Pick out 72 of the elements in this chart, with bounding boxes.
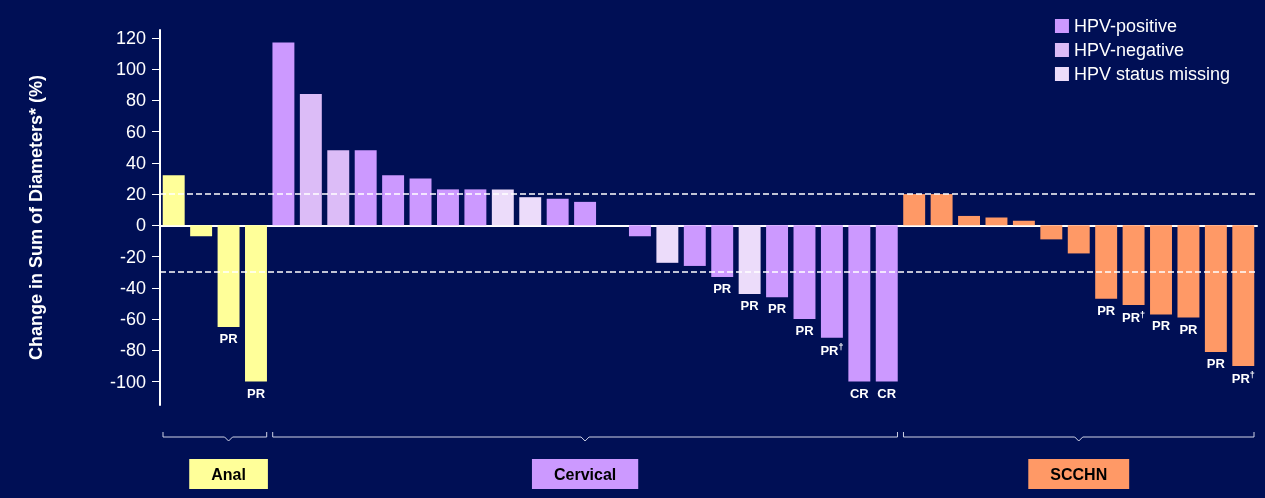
y-tick-label: 40 [125, 152, 146, 173]
bar [683, 225, 706, 266]
bar [409, 178, 432, 226]
data-label: PR [795, 323, 815, 339]
y-tick-label: -40 [119, 277, 146, 298]
y-tick-label: -60 [119, 309, 146, 330]
bar [958, 215, 981, 226]
bar [711, 225, 734, 277]
y-tick-label: 80 [125, 90, 146, 111]
bar [299, 94, 322, 226]
y-tick-label: -100 [109, 371, 146, 392]
data-label: PR [1097, 302, 1116, 318]
data-label: PR† [820, 342, 844, 358]
bar [382, 175, 405, 226]
y-tick-label: -80 [119, 340, 146, 361]
data-label: PR [246, 385, 266, 401]
bar [519, 197, 542, 226]
bar [1204, 225, 1227, 352]
y-tick-label: 120 [115, 27, 146, 48]
bar [574, 201, 597, 226]
y-tick-label: 100 [115, 59, 146, 80]
y-tick-label: 60 [125, 121, 146, 142]
bar [190, 225, 213, 237]
x-tick-label: Cervical [553, 465, 617, 483]
bar [436, 189, 459, 226]
bar [1095, 225, 1118, 299]
bar [464, 189, 487, 226]
bar [1150, 225, 1172, 315]
bar [327, 150, 350, 226]
bar [1067, 225, 1090, 254]
data-label: PR [1151, 318, 1171, 334]
x-tick-label: Anal [211, 465, 246, 483]
y-tick-label: 20 [125, 184, 146, 205]
bar [656, 225, 679, 263]
data-label: PR [1206, 355, 1226, 371]
data-label: CR [849, 385, 870, 401]
bar [1177, 225, 1200, 318]
bar [903, 194, 926, 226]
data-label: PR [768, 301, 787, 317]
bar [738, 225, 761, 295]
bar [546, 198, 569, 226]
bar [985, 217, 1008, 226]
bar [820, 225, 843, 338]
bar [217, 225, 240, 327]
data-label: PR† [1122, 309, 1146, 325]
y-tick-label: -20 [119, 246, 146, 267]
bar [930, 194, 953, 226]
bar [272, 42, 295, 226]
bar [1232, 225, 1255, 366]
data-label: PR [713, 280, 732, 296]
data-label: PR [219, 330, 239, 346]
bar [848, 225, 871, 382]
bar [354, 150, 377, 226]
bar [628, 225, 651, 237]
y-axis-title: Change in Sum of Diameters* (%) [26, 74, 46, 361]
legend-label: HPV-negative [1073, 40, 1185, 60]
y-tick-label: 0 [135, 215, 146, 236]
bar [1122, 225, 1145, 305]
bar [245, 225, 267, 382]
data-label: PR [740, 298, 760, 314]
bar [162, 175, 185, 226]
data-label: PR† [1231, 370, 1255, 386]
bar [491, 189, 514, 226]
bar [875, 225, 898, 382]
data-label: CR [877, 385, 897, 401]
legend-label: HPV status missing [1073, 64, 1231, 84]
x-tick-label: SCCHN [1050, 465, 1108, 483]
bar [793, 225, 816, 320]
bar [766, 225, 789, 298]
bar [1040, 225, 1063, 240]
data-label: PR [1179, 321, 1199, 337]
legend-label: HPV-positive [1073, 16, 1177, 36]
